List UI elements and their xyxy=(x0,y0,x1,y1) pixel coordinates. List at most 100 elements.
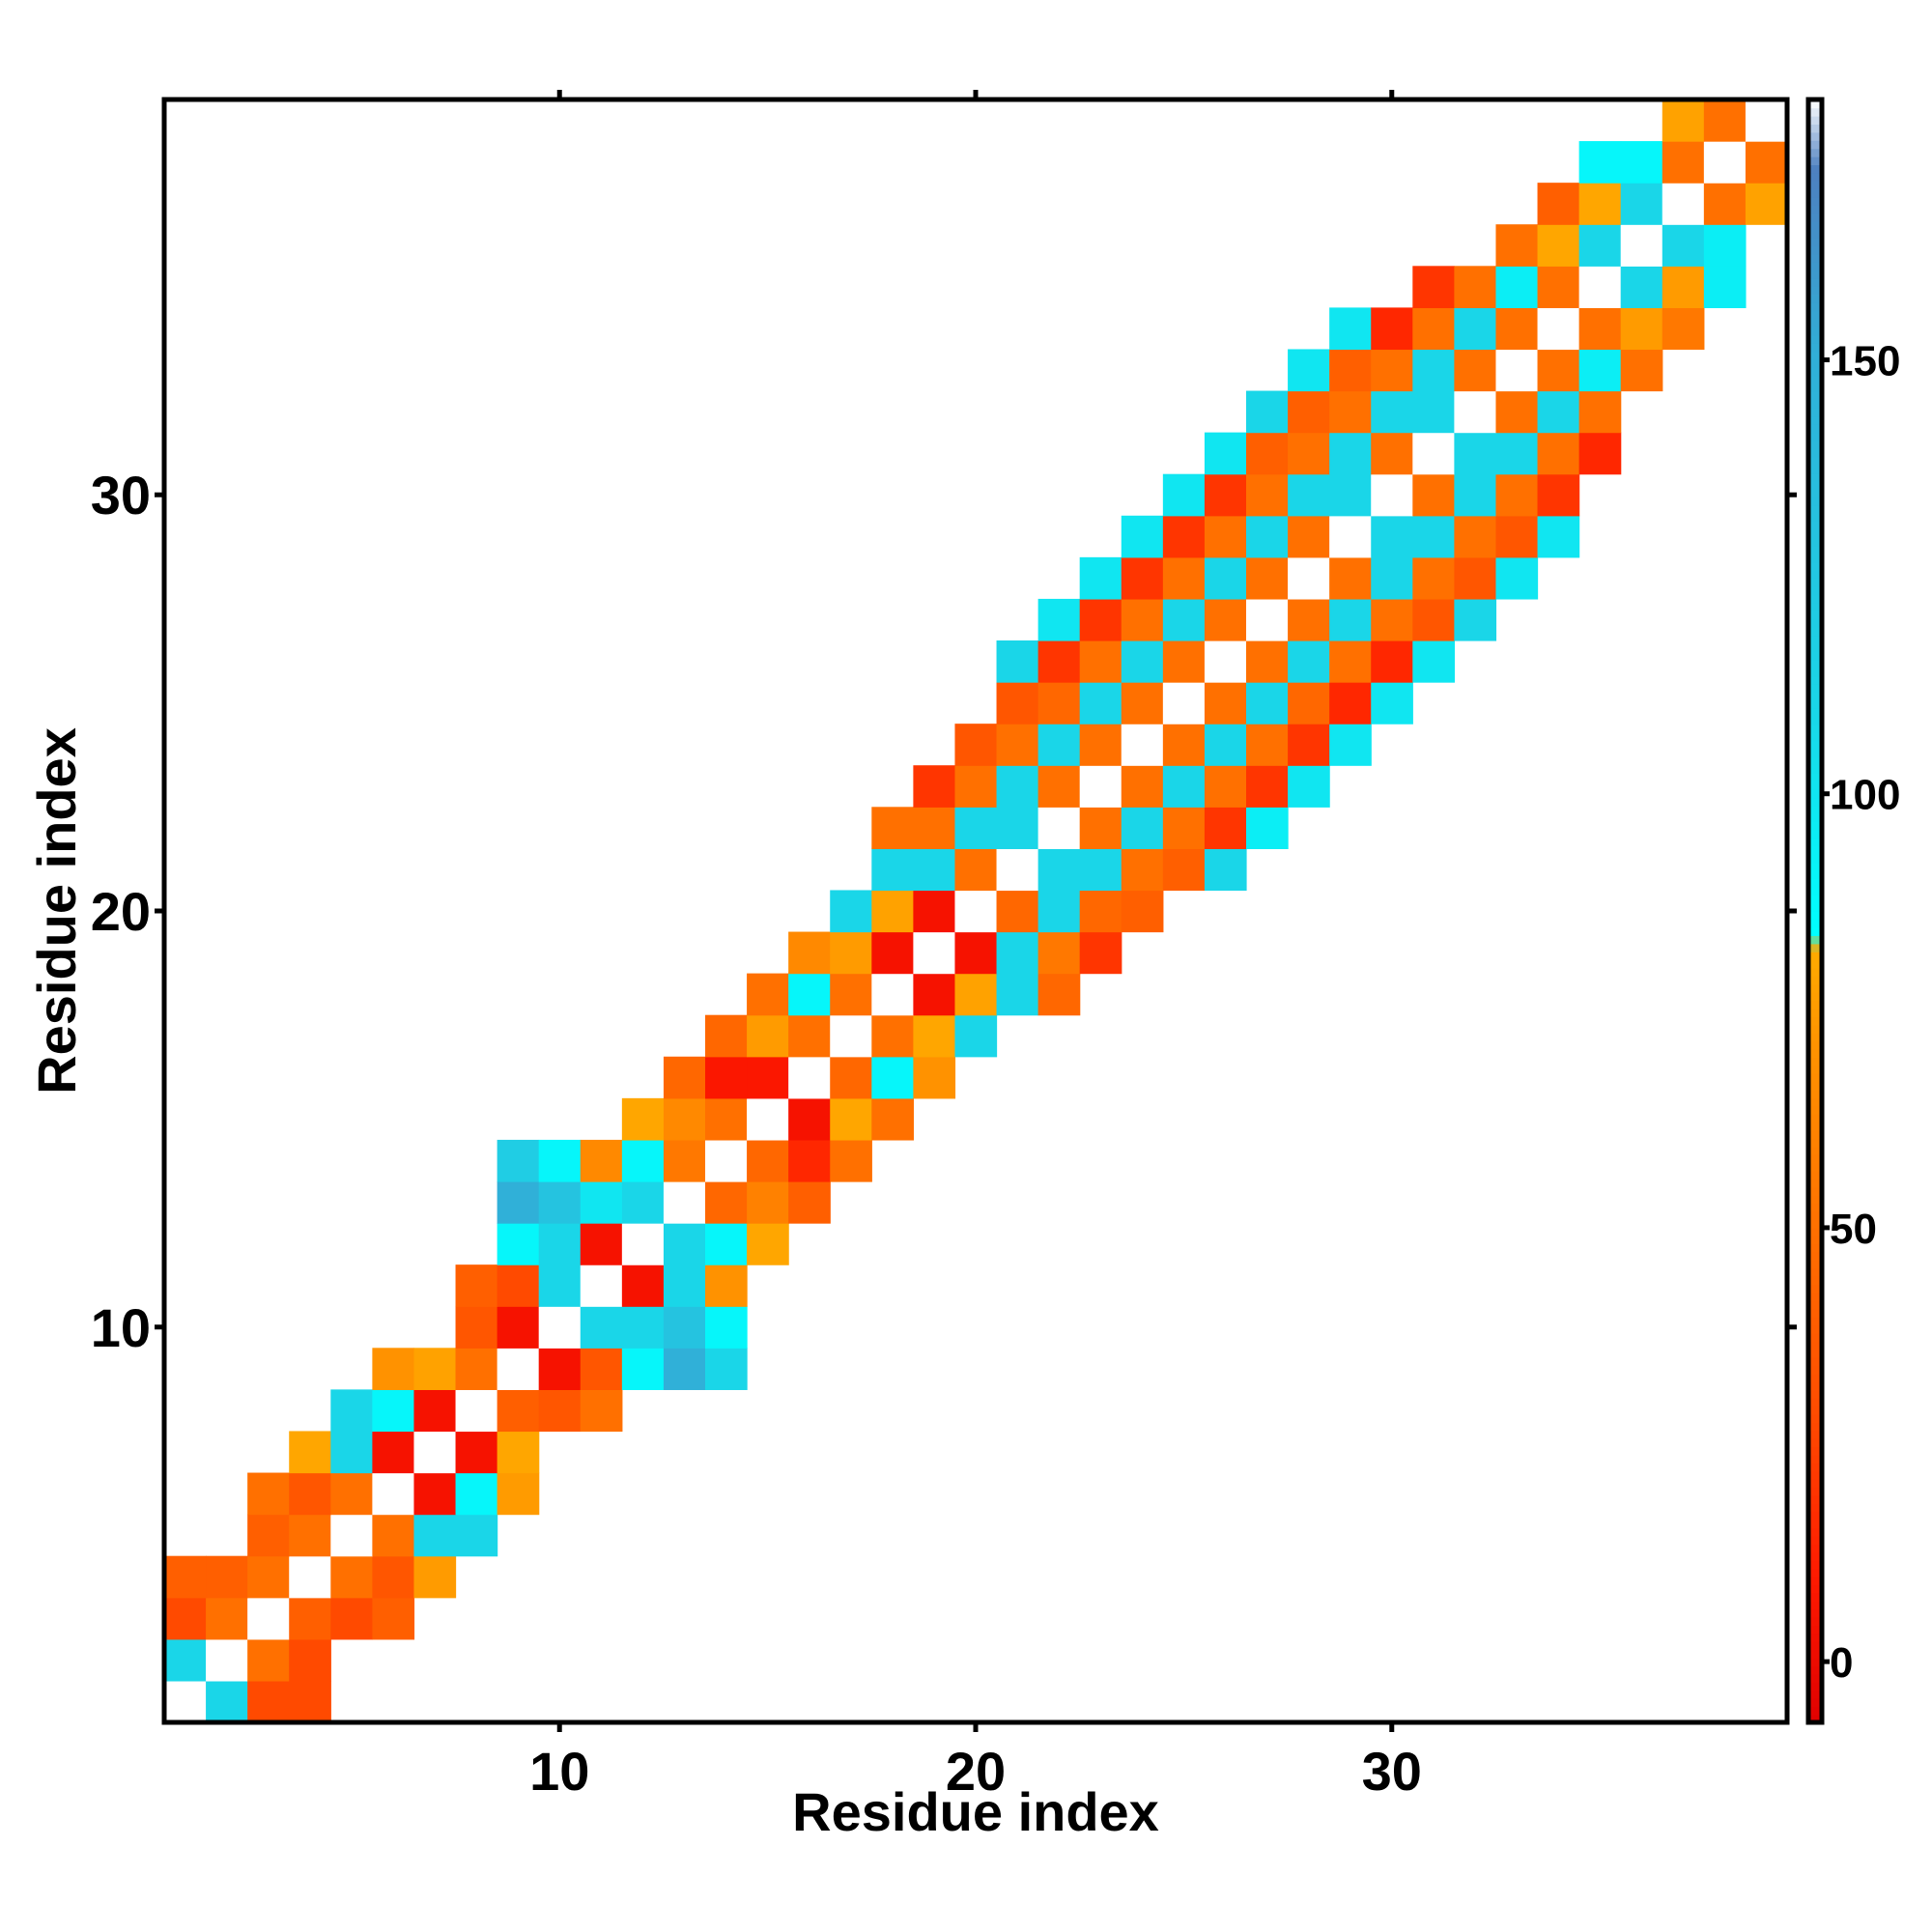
colorbar-segment xyxy=(1808,1398,1822,1407)
heatmap-cell xyxy=(1495,390,1539,434)
colorbar-segment xyxy=(1808,140,1822,150)
colorbar-segment xyxy=(1808,1081,1822,1091)
heatmap-cell xyxy=(830,1056,872,1099)
heatmap-cell xyxy=(1578,349,1622,392)
colorbar-segment xyxy=(1808,983,1822,993)
heatmap-cell xyxy=(705,1223,748,1265)
colorbar-segment xyxy=(1808,1332,1822,1342)
colorbar-segment xyxy=(1808,919,1822,928)
colorbar-segment xyxy=(1808,1284,1822,1293)
colorbar-segment xyxy=(1808,1065,1822,1074)
heatmap-cell xyxy=(747,1139,789,1182)
colorbar-segment xyxy=(1808,327,1822,336)
heatmap-cell xyxy=(538,1389,582,1433)
heatmap-cell xyxy=(1121,724,1164,766)
heatmap-cell xyxy=(1578,266,1622,308)
colorbar-segment xyxy=(1808,529,1822,539)
heatmap-cell xyxy=(1620,307,1663,351)
heatmap-cell xyxy=(289,1597,331,1640)
heatmap-cell xyxy=(1288,724,1330,766)
heatmap-cell xyxy=(164,1680,207,1723)
colorbar-segment xyxy=(1808,1406,1822,1415)
colorbar-segment xyxy=(1808,237,1822,246)
heatmap-cell xyxy=(1246,515,1289,558)
heatmap-cell xyxy=(1329,390,1372,434)
heatmap-cell xyxy=(621,1139,665,1182)
colorbar-tick-label: 50 xyxy=(1830,1206,1877,1253)
heatmap-cell xyxy=(455,1306,498,1349)
colorbar-segment xyxy=(1808,886,1822,895)
heatmap-cell xyxy=(913,890,956,933)
heatmap-cell xyxy=(1037,765,1081,808)
colorbar-segment xyxy=(1808,99,1822,109)
colorbar-segment xyxy=(1808,1714,1822,1723)
colorbar-segment xyxy=(1808,1260,1822,1269)
heatmap-cell xyxy=(1204,682,1247,724)
heatmap-cell xyxy=(830,1097,872,1141)
heatmap-cell xyxy=(1412,266,1455,308)
heatmap-cell xyxy=(330,1597,373,1640)
colorbar-segment xyxy=(1808,1665,1822,1675)
colorbar-segment xyxy=(1808,181,1822,190)
colorbar-segment xyxy=(1808,1551,1822,1561)
heatmap-cell xyxy=(330,1431,373,1474)
colorbar-segment xyxy=(1808,1008,1822,1017)
heatmap-cell xyxy=(1162,515,1206,558)
heatmap-cell xyxy=(1662,266,1705,308)
heatmap-cell xyxy=(1037,598,1081,641)
heatmap-cell xyxy=(497,1223,540,1265)
heatmap-cell xyxy=(996,640,1039,683)
heatmap-cell xyxy=(1204,556,1247,600)
heatmap-cell xyxy=(1371,349,1413,392)
colorbar-segment xyxy=(1808,749,1822,758)
heatmap-cell xyxy=(289,1472,331,1516)
heatmap-cell xyxy=(538,1306,582,1349)
colorbar-segment xyxy=(1808,821,1822,831)
heatmap-cell xyxy=(1537,473,1580,517)
colorbar-segment xyxy=(1808,546,1822,555)
heatmap-cell xyxy=(538,1139,582,1182)
colorbar-segment xyxy=(1808,1422,1822,1432)
heatmap-cell xyxy=(1204,598,1247,641)
heatmap-cell xyxy=(1578,141,1622,184)
colorbar-segment xyxy=(1808,651,1822,661)
colorbar-segment xyxy=(1808,668,1822,677)
colorbar-segment xyxy=(1808,1048,1822,1058)
heatmap-cell xyxy=(455,1472,498,1516)
heatmap-cell xyxy=(788,1139,831,1182)
heatmap-cell xyxy=(372,1472,415,1516)
colorbar-segment xyxy=(1808,773,1822,782)
heatmap-cell xyxy=(954,890,998,933)
colorbar-segment xyxy=(1808,1097,1822,1107)
heatmap-cell xyxy=(1703,99,1747,142)
heatmap-cell xyxy=(913,1056,956,1099)
heatmap-cell xyxy=(206,1638,248,1682)
heatmap-cell xyxy=(788,931,831,975)
heatmap-cell xyxy=(954,931,998,975)
colorbar-segment xyxy=(1808,675,1822,685)
heatmap-cell xyxy=(663,1139,706,1182)
heatmap-cell xyxy=(747,1014,789,1058)
heatmap-cell xyxy=(1537,349,1580,392)
colorbar-segment xyxy=(1808,1057,1822,1066)
colorbar-segment xyxy=(1808,1122,1822,1131)
colorbar-segment xyxy=(1808,1324,1822,1334)
heatmap-cell xyxy=(1079,890,1122,933)
heatmap-cell xyxy=(954,807,998,849)
colorbar-segment xyxy=(1808,902,1822,912)
heatmap-cell xyxy=(1454,515,1497,558)
heatmap-cell xyxy=(1495,556,1539,600)
heatmap-cell xyxy=(871,1014,914,1058)
colorbar-segment xyxy=(1808,602,1822,611)
heatmap-cell xyxy=(1537,390,1580,434)
colorbar-segment xyxy=(1808,813,1822,823)
heatmap-cell xyxy=(413,1514,457,1557)
colorbar-segment xyxy=(1808,1682,1822,1691)
heatmap-cell xyxy=(1121,515,1164,558)
colorbar-segment xyxy=(1808,1341,1822,1350)
heatmap-cell xyxy=(1246,765,1289,808)
heatmap-cell xyxy=(1412,556,1455,600)
colorbar-segment xyxy=(1808,253,1822,263)
heatmap-cell xyxy=(1620,141,1663,184)
